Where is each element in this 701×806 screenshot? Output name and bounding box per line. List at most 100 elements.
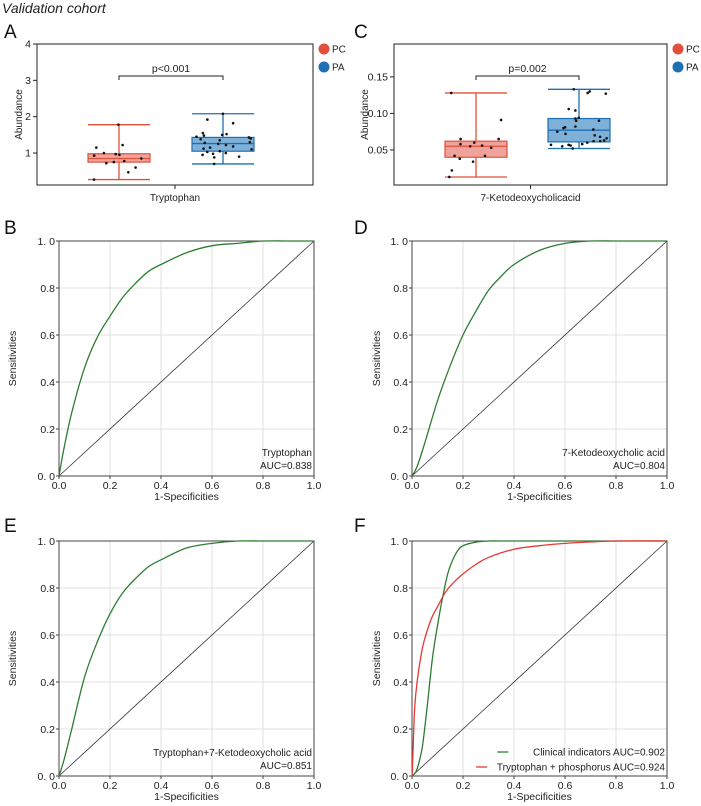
panel-a-ytick-label: 2 (25, 111, 31, 123)
panel-c-ylabel: Abundance (360, 89, 371, 140)
panel-b-ytick-label: 0.6 (40, 330, 55, 342)
panel-a-legend-label-pa: PA (332, 63, 345, 74)
panel-d-xtick-label: 0.0 (405, 480, 420, 492)
panel-e-xtick-label: 0.8 (256, 780, 271, 792)
panel-c-box-pc-point (480, 144, 484, 147)
panel-label-b: B (4, 218, 17, 239)
panel-d-auc-label: AUC=0.804 (613, 461, 665, 472)
panel-a-significance-bracket (118, 75, 224, 80)
panel-f-xtick-label: 0.4 (507, 780, 522, 792)
panel-a-xlabel: Tryptophan (150, 193, 200, 204)
panel-a-box-pa-point (231, 145, 235, 148)
panel-c-box-pc-point (497, 137, 500, 141)
panel-b-reference-diagonal (58, 240, 315, 477)
panel-b-ytick-label: 0. 0 (37, 471, 55, 483)
panel-c-box-pc-point (459, 142, 462, 146)
panel-c-box-pa-point (593, 134, 597, 137)
panel-b-xlabel: 1-Specificities (154, 491, 219, 503)
panel-a-box-pa-point (225, 132, 228, 136)
panel-f-legend-label-1: Tryptophan + phosphorus AUC=0.924 (497, 763, 666, 774)
panel-f-xtick-label: 0.6 (558, 780, 573, 792)
panel-c-box-pa-point (585, 141, 589, 144)
panel-a-box-pc-point (117, 123, 120, 126)
panel-c-box-pa-point (569, 144, 572, 147)
panel-f-ytick-label: 0.8 (393, 583, 408, 595)
panel-d-xtick-label: 0.4 (507, 480, 522, 492)
panel-c-box-pc-point (448, 175, 451, 179)
panel-c-box-pa-point (562, 126, 565, 130)
panel-c-ytick-label: 0.05 (368, 144, 389, 156)
panel-d-ytick-label: 0.6 (393, 330, 408, 342)
panel-c-box-pa-point (598, 139, 602, 143)
panel-c-ytick-label: 0.10 (368, 108, 389, 120)
panel-c-legend-marker-pa (672, 61, 684, 73)
panel-d-reference-diagonal (411, 240, 668, 477)
panel-b-xtick-label: 0.0 (52, 480, 67, 492)
panel-b-frame (58, 240, 315, 477)
panel-e-xtick-label: 0.4 (154, 780, 169, 792)
panel-f-legend-label-0: Clinical indicators AUC=0.902 (533, 748, 665, 759)
panel-b-ytick-label: 0.8 (40, 283, 55, 295)
panel-label-d: D (354, 218, 368, 239)
panel-e-curve-name: Tryptophan+7-Ketodeoxycholic acid (153, 748, 312, 759)
panel-a-box-pa-point (224, 143, 228, 147)
panel-c-ytick-label: 0.15 (368, 71, 389, 83)
panel-c-box-pa-point (574, 109, 577, 112)
panel-e-xtick-label: 1.0 (307, 780, 322, 792)
panel-c-box-pa-point (567, 143, 570, 147)
panel-e-xlabel: 1-Specificities (154, 791, 219, 803)
panel-f-xlabel: 1-Specificities (507, 791, 572, 803)
panel-a-box-pc-point (95, 146, 98, 149)
panel-f-ytick-label: 0.6 (393, 630, 408, 642)
panel-b-xtick-label: 0.8 (256, 480, 271, 492)
panel-a-box-pa-point (202, 147, 205, 150)
panel-a-box-pa-point (202, 134, 206, 137)
panel-e-ytick-label: 0. 0 (37, 771, 55, 783)
panel-a-box-pa-point (249, 137, 252, 140)
panel-e-ytick-label: 0.8 (40, 583, 55, 595)
panel-e-xtick-label: 0.0 (52, 780, 67, 792)
panel-e-ytick-label: 0.6 (40, 630, 55, 642)
panel-f-reference-diagonal (411, 540, 668, 777)
panel-b-auc-label: AUC=0.838 (260, 461, 312, 472)
panel-label-c: C (354, 22, 368, 43)
panel-a-ytick-label: 4 (25, 39, 31, 51)
panel-c-box-pc-point (471, 160, 475, 163)
panel-c-box-pc-point (489, 146, 493, 150)
panel-a-box-pa-point (220, 133, 224, 137)
panel-c-box-pa-point (556, 130, 559, 133)
panel-a-box-pa-point (212, 162, 216, 166)
panel-c-box-pa-point (597, 119, 601, 123)
panel-a-box-pc-point (118, 153, 121, 157)
panel-c-box-pa-point (577, 116, 581, 120)
panel-b-xtick-label: 0.6 (205, 480, 220, 492)
panel-a-box-pa-point (248, 140, 252, 144)
panel-a-box-pa-point (199, 137, 202, 141)
panel-c-box-pc-point (483, 154, 487, 158)
panel-e-frame (58, 540, 315, 777)
panel-f-roc-curve-1 (411, 540, 668, 777)
panel-label-a: A (4, 22, 17, 43)
panel-a-ytick-label: 3 (25, 75, 31, 87)
panel-f-ytick-label: 0.2 (393, 724, 408, 736)
panel-c-box-pa-point (549, 143, 553, 147)
panel-a-box-pc-point (92, 154, 96, 157)
panel-f-ylabel: Sensitivities (371, 631, 383, 686)
panel-a-box-pa-point (231, 121, 235, 125)
panel-label-e: E (4, 516, 17, 537)
panel-a-box-pa-point (218, 149, 222, 153)
panel-c-box-pc-point (450, 169, 454, 172)
panel-c-box-pa-point (560, 144, 564, 148)
panel-e-xtick-label: 0.6 (205, 780, 220, 792)
panel-a-box-pa-point (250, 148, 253, 151)
panel-c-box-pa-point (574, 125, 577, 128)
panel-a-box-pa-point (206, 118, 209, 121)
panel-f-xtick-label: 0.0 (405, 780, 420, 792)
panel-b-ytick-label: 0.2 (40, 424, 55, 436)
panel-a-ytick-label: 1 (25, 148, 31, 160)
panel-d-ytick-label: 0.8 (393, 283, 408, 295)
panel-f-ytick-label: 0.4 (393, 677, 408, 689)
panel-c-box-pa-point (592, 139, 595, 143)
panel-d-xtick-label: 0.6 (558, 480, 573, 492)
